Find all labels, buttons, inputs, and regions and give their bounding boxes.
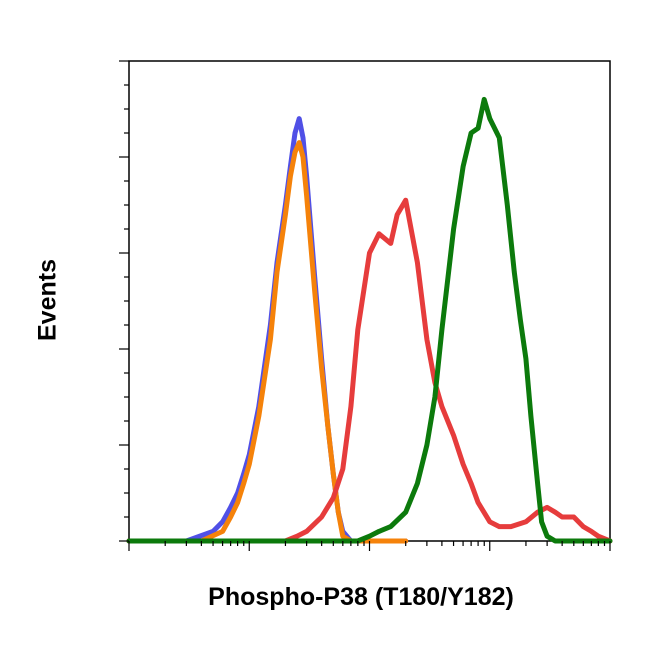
histogram-series-1 — [126, 116, 409, 544]
y-axis-ticks — [119, 60, 129, 542]
histogram-series-3 — [126, 197, 613, 544]
series-layer — [126, 96, 613, 544]
histogram-series-2 — [126, 140, 409, 544]
x-axis-label: Phospho-P38 (T180/Y182) — [208, 583, 514, 611]
x-axis-ticks — [128, 541, 611, 551]
histogram-series-4 — [126, 96, 613, 544]
y-axis-label: Events — [33, 259, 62, 341]
